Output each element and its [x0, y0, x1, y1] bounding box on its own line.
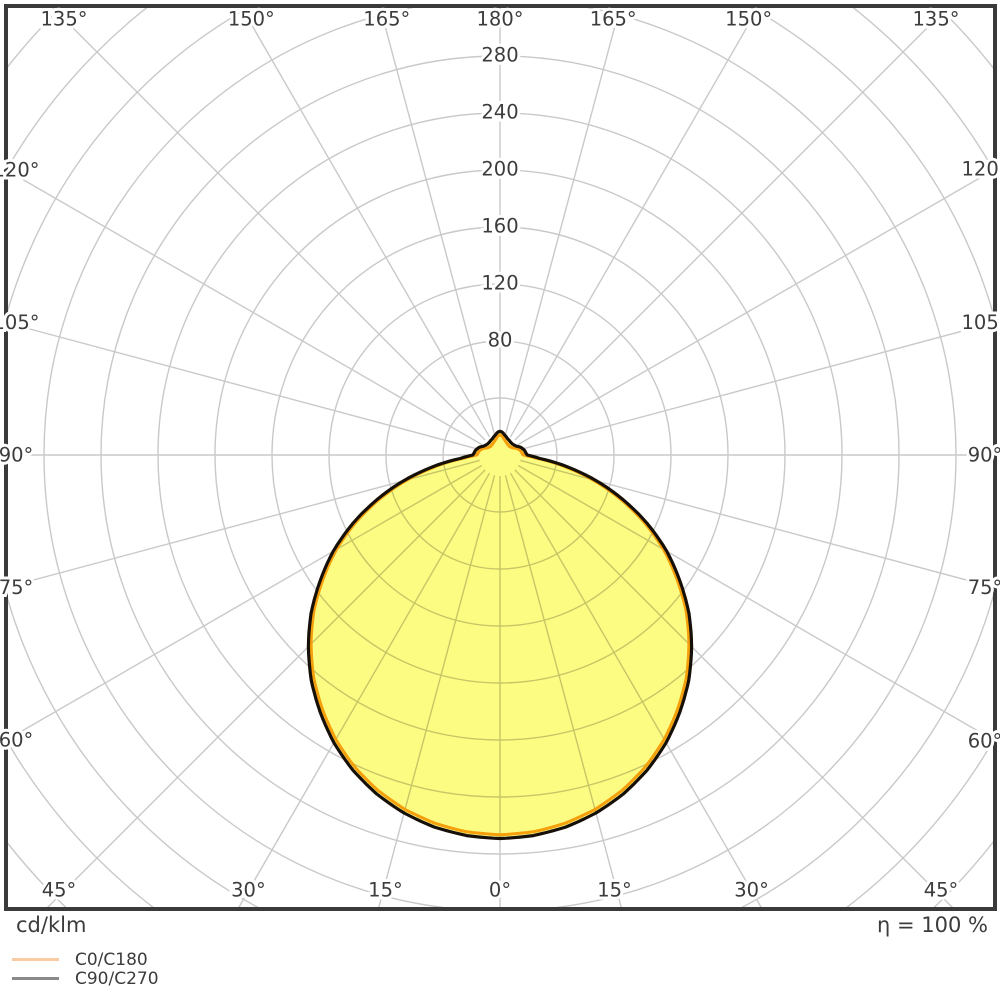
- gamma-angle-label: 30°: [231, 879, 266, 902]
- gamma-angle-label: 120°: [962, 158, 1000, 181]
- gamma-angle-label: 60°: [968, 729, 1000, 752]
- plot-frame: [4, 4, 997, 911]
- axis-labels: 80 120 160 200 240 280 0° 15° 30° 45° 60° 75° 90° 105…: [0, 5, 1000, 905]
- intensity-ring-label: 200: [481, 158, 518, 181]
- legend-item: C90/C270: [12, 968, 159, 989]
- intensity-ring-label: 280: [481, 44, 518, 67]
- gamma-angle-label: 135°: [913, 8, 960, 31]
- gamma-angle-label: 15°: [368, 879, 403, 902]
- gamma-angle-label: 165°: [590, 8, 637, 31]
- gamma-angle-label: 60°: [0, 729, 33, 752]
- gamma-angle-label: 90°: [968, 444, 1000, 467]
- legend: C0/C180 C90/C270: [12, 949, 159, 989]
- legend-label-c0-c180: C0/C180: [75, 949, 148, 970]
- intensity-ring-label: 240: [481, 101, 518, 124]
- gamma-angle-label: 15°: [597, 879, 632, 902]
- intensity-ring-label: 120: [481, 272, 518, 295]
- gamma-angle-label: 165°: [363, 8, 410, 31]
- intensity-ring-label: 160: [481, 215, 518, 238]
- gamma-angle-label: 0°: [489, 879, 511, 902]
- unit-label: cd/klm: [16, 913, 87, 937]
- gamma-angle-label: 75°: [0, 576, 33, 599]
- intensity-ring-label: 80: [488, 329, 513, 352]
- gamma-angle-label: 75°: [968, 576, 1000, 599]
- curve-c90-c270: [306, 429, 694, 841]
- gamma-angle-label: 150°: [228, 8, 275, 31]
- gamma-angle-label: 45°: [924, 879, 959, 902]
- legend-item: C0/C180: [12, 949, 159, 970]
- gamma-angle-label: 135°: [41, 8, 88, 31]
- gamma-angle-label: 180°: [477, 8, 524, 31]
- gamma-angle-label: 150°: [725, 8, 772, 31]
- gamma-angle-label: 30°: [734, 879, 769, 902]
- gamma-angle-label: 45°: [42, 879, 77, 902]
- intensity-distribution-curve: [306, 429, 694, 841]
- legend-swatch-c90-c270: [12, 977, 59, 980]
- gamma-angle-label: 105°: [962, 311, 1000, 334]
- efficiency-label: η = 100 %: [877, 913, 988, 937]
- gamma-angle-label: 105°: [0, 311, 39, 334]
- legend-swatch-c0-c180: [12, 958, 59, 961]
- curve-c0-c180: [309, 433, 691, 837]
- gamma-angle-label: 120°: [0, 158, 39, 181]
- gamma-angle-label: 90°: [0, 444, 33, 467]
- legend-label-c90-c270: C90/C270: [75, 968, 159, 989]
